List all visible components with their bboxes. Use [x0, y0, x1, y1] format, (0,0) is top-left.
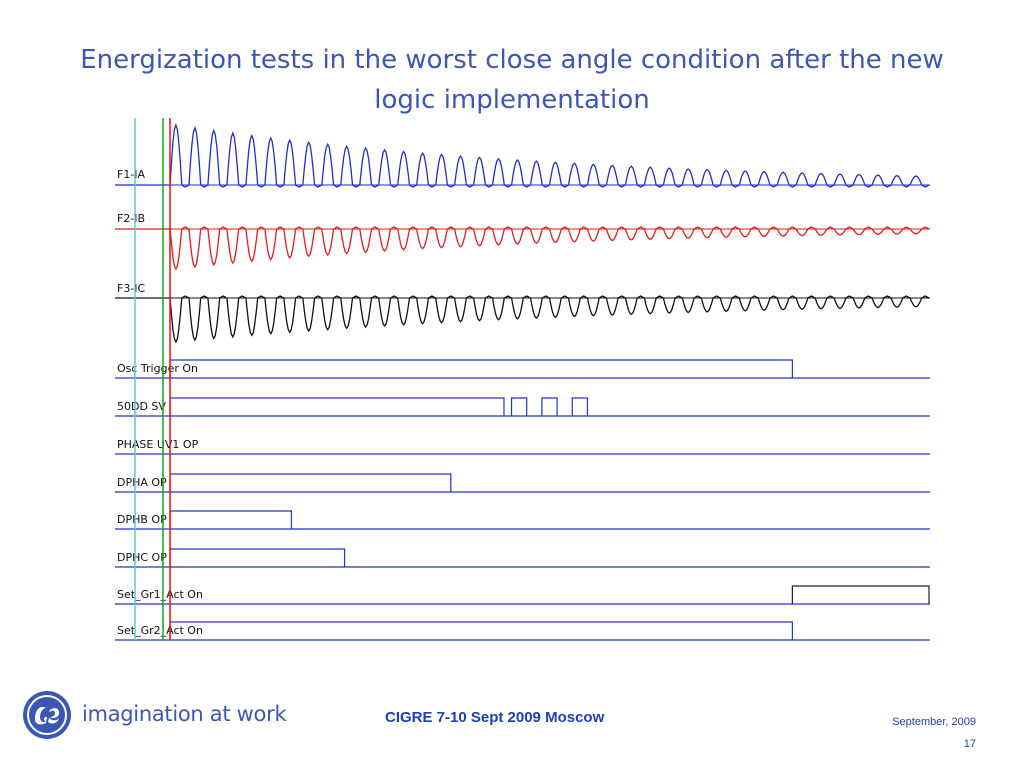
waveform-f1-ia [115, 122, 930, 188]
pulse [791, 585, 930, 604]
channel-label: F2-IB [117, 212, 145, 225]
digital-channel-6: DPHC OP [115, 548, 930, 568]
ge-logo-icon [23, 691, 71, 739]
analog-channel-f3-ic: F3-IC [115, 282, 930, 344]
waveform-f2-ib [115, 226, 930, 271]
analog-channel-f2-ib: F2-IB [115, 212, 930, 271]
channel-label: DPHA OP [117, 476, 167, 489]
pulse [541, 397, 558, 416]
channel-label: DPHB OP [117, 513, 167, 526]
channel-label: F3-IC [117, 282, 146, 295]
chart-frame [115, 118, 930, 640]
analog-channel-f1-ia: F1-IA [115, 122, 930, 188]
slide-title-line2: logic implementation [374, 85, 650, 115]
waveform-f3-ic [115, 295, 930, 344]
channel-label: Osc Trigger On [117, 362, 198, 375]
channel-label: F1-IA [117, 168, 146, 181]
slide-title: Energization tests in the worst close an… [10, 40, 1014, 120]
channel-label: PHASE UV1 OP [117, 438, 199, 451]
digital-channel-3: PHASE UV1 OP [115, 438, 930, 455]
channel-label: Set_Gr1_Act On [117, 588, 203, 601]
channel-label: Set_Gr2_Act On [117, 624, 203, 637]
slide-date: September, 2009 [892, 716, 976, 728]
pulse [510, 397, 528, 416]
pulse [571, 397, 589, 416]
footer-text: CIGRE 7-10 Sept 2009 Moscow [385, 709, 605, 726]
slide-title-line1: Energization tests in the worst close an… [80, 45, 944, 75]
channel-label: DPHC OP [117, 551, 167, 564]
page-number: 17 [963, 738, 976, 750]
tagline: imagination at work [82, 702, 287, 726]
digital-channel-7: Set_Gr1_Act On [115, 585, 930, 605]
channel-label: 50DD SV [117, 400, 166, 413]
